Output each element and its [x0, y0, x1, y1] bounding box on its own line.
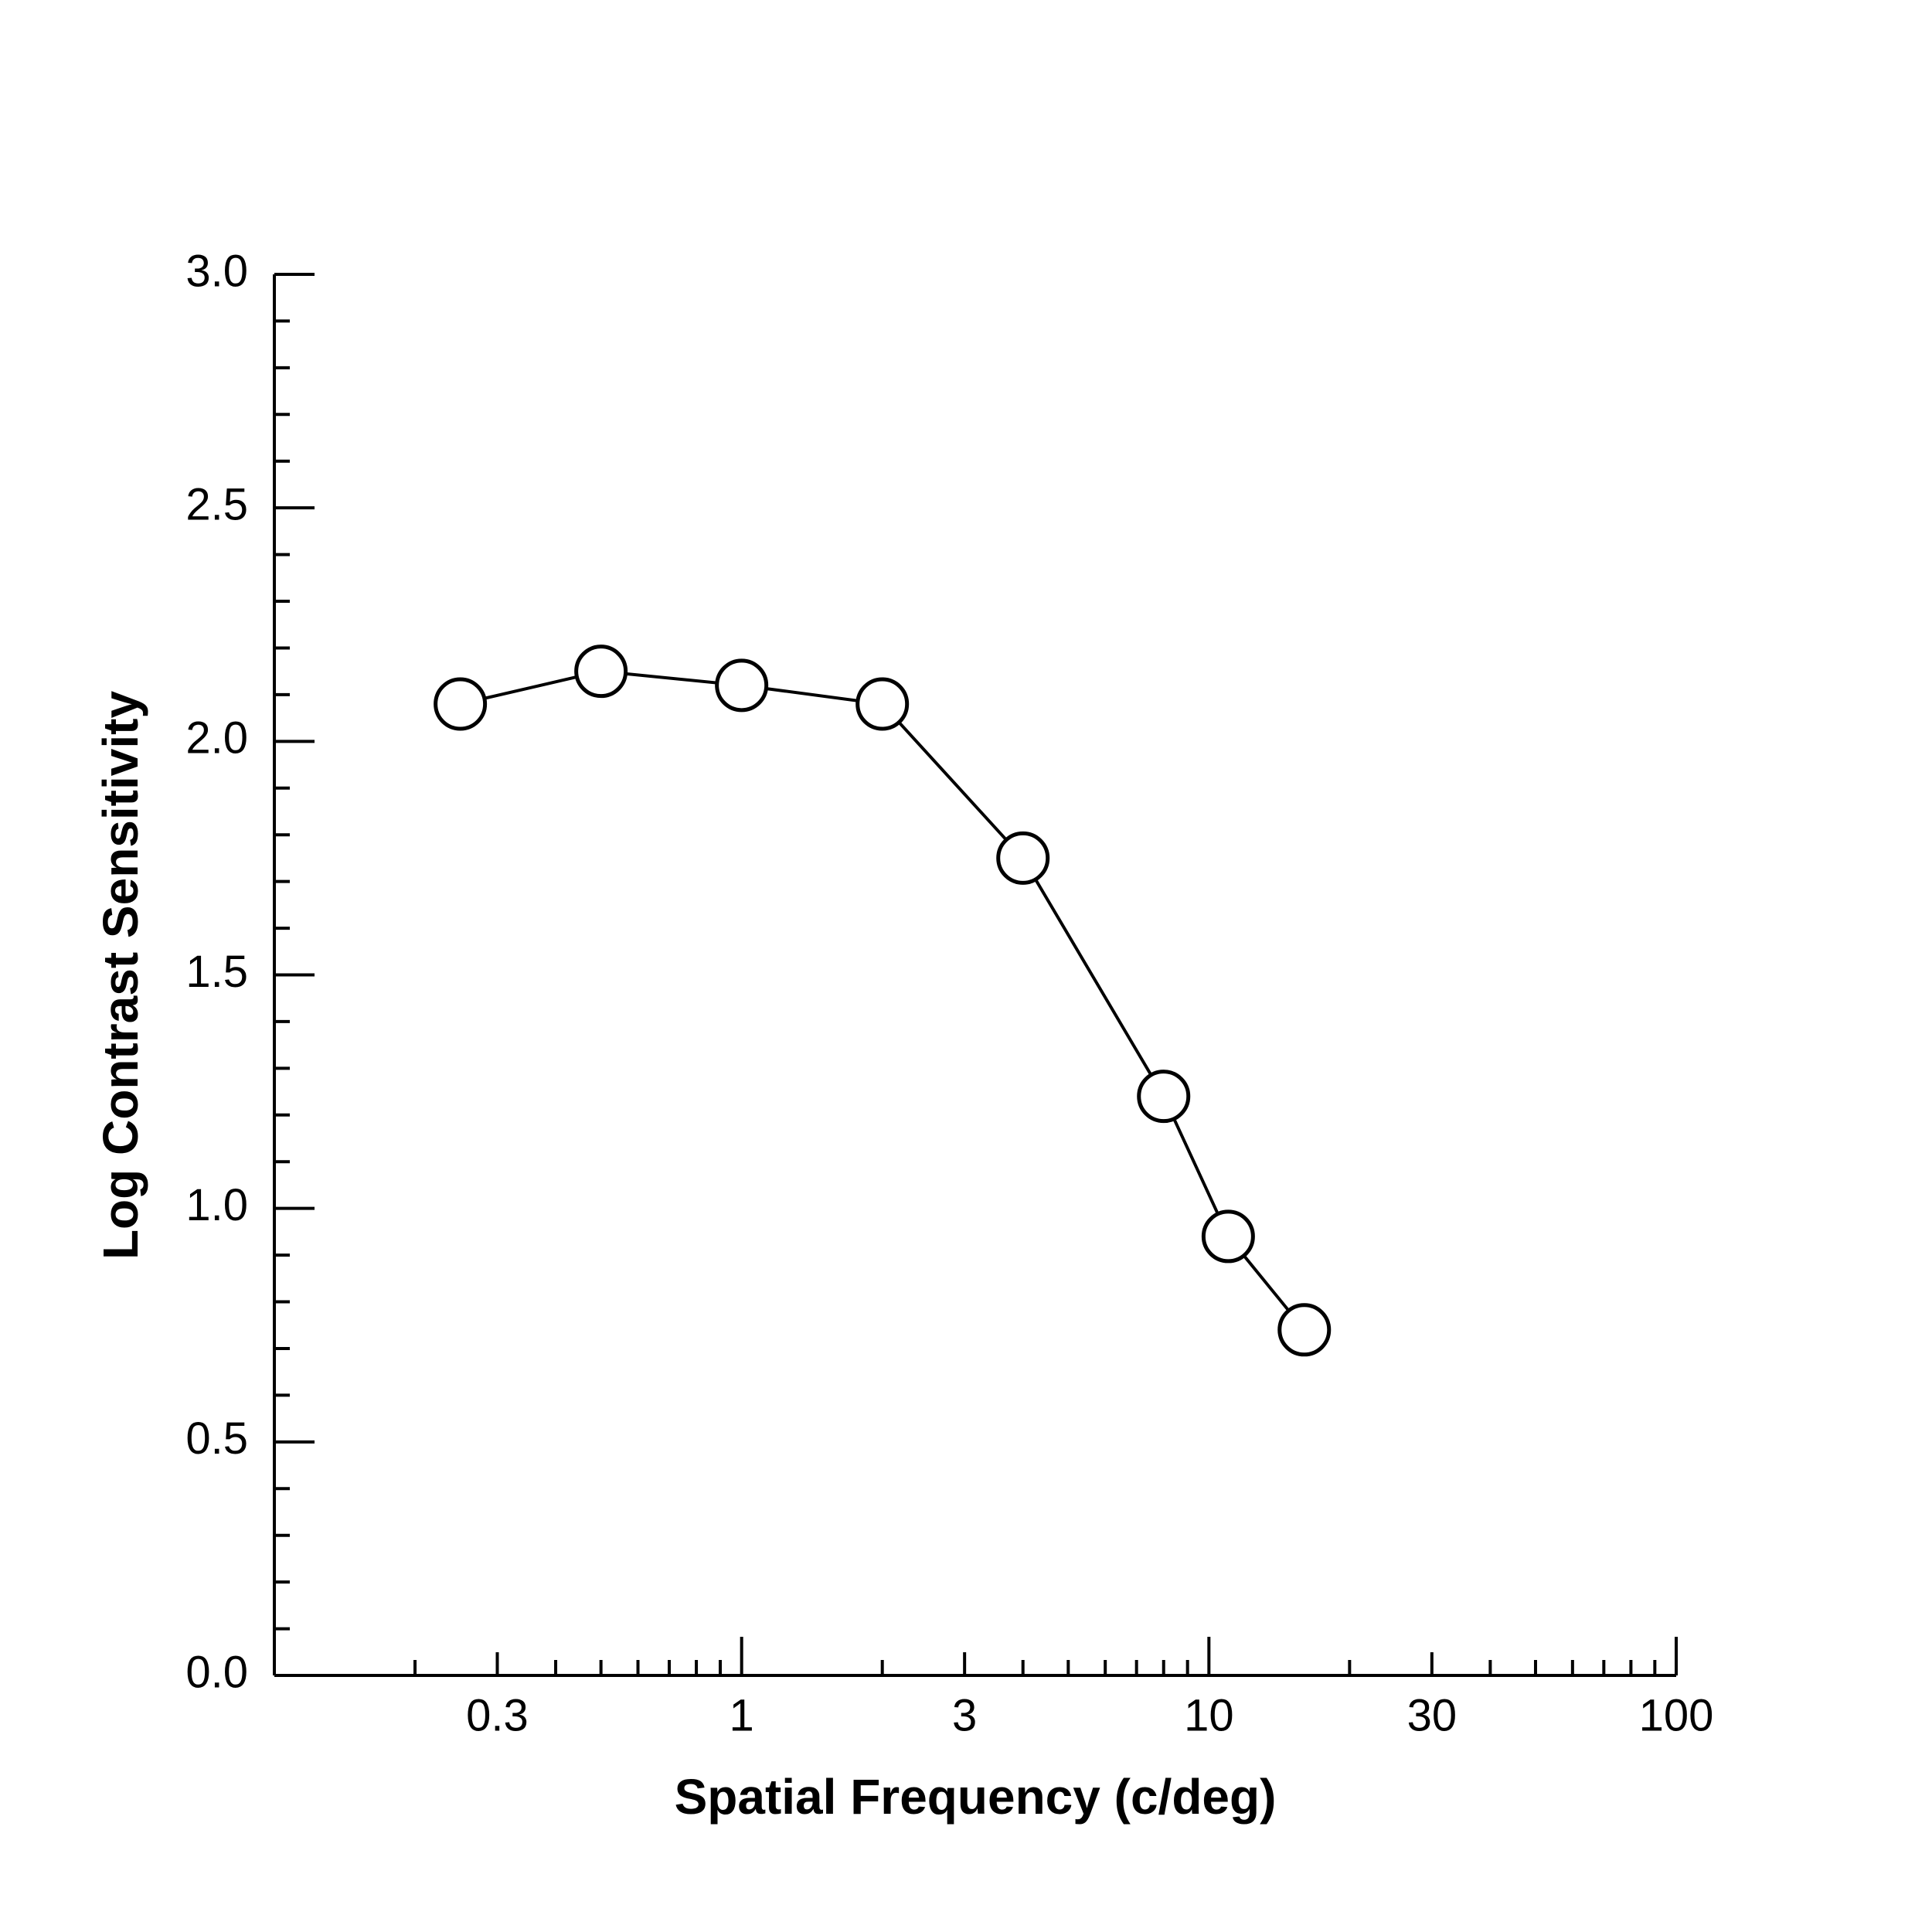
- x-tick-label: 3: [952, 1690, 977, 1740]
- marker: [1137, 1070, 1191, 1124]
- x-tick-label: 30: [1407, 1690, 1458, 1740]
- y-tick-label: 2.0: [185, 713, 248, 764]
- y-tick-label: 2.5: [185, 479, 248, 529]
- y-axis-label: Log Contrast Sensitivity: [93, 691, 148, 1260]
- marker: [715, 658, 769, 713]
- x-tick-label: 1: [730, 1690, 754, 1740]
- marker: [434, 677, 488, 731]
- y-tick-label: 0.5: [185, 1413, 248, 1464]
- x-tick-label: 10: [1184, 1690, 1234, 1740]
- marker: [1277, 1303, 1332, 1357]
- x-tick-label: 0.3: [466, 1690, 529, 1740]
- marker: [996, 831, 1050, 885]
- y-tick-label: 3.0: [185, 246, 248, 296]
- marker: [574, 645, 628, 699]
- y-tick-label: 0.0: [185, 1647, 248, 1697]
- y-tick-label: 1.0: [185, 1180, 248, 1230]
- x-axis-label: Spatial Frequency (c/deg): [675, 1769, 1277, 1825]
- x-tick-label: 100: [1639, 1690, 1714, 1740]
- y-tick-label: 1.5: [185, 947, 248, 997]
- marker: [855, 677, 910, 731]
- marker: [1201, 1209, 1255, 1264]
